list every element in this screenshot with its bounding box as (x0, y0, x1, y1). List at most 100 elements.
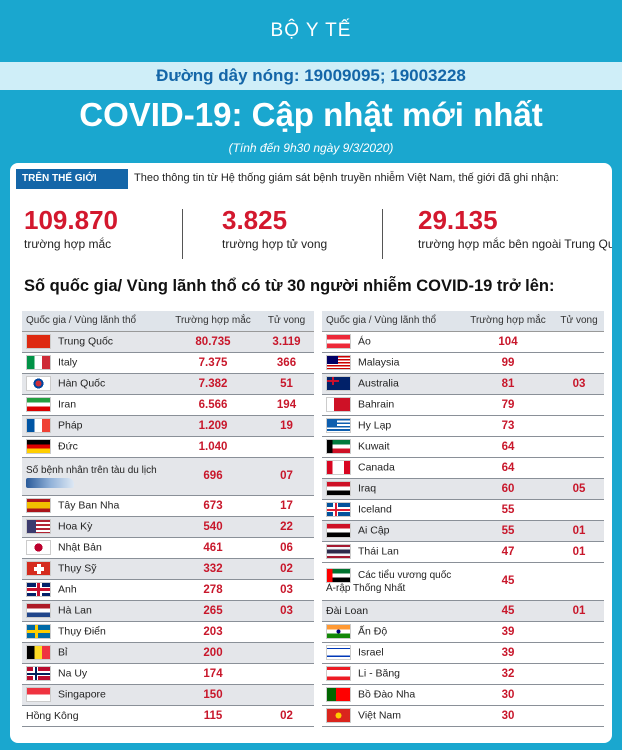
table-row: Canada 64 (322, 457, 604, 479)
deaths-cell: 51 (259, 373, 314, 395)
belgium-flag-icon (26, 645, 51, 660)
switzerland-flag-icon (26, 561, 51, 576)
country-name: Áo (358, 335, 371, 348)
country-table-right: Quốc gia / Vùng lãnh thổ Trường hợp mắc … (322, 311, 604, 727)
egypt-flag-icon (326, 523, 351, 538)
deaths-cell: 03 (259, 600, 314, 622)
table-row: Bồ Đào Nha 30 (322, 684, 604, 706)
china-flag-icon (26, 334, 51, 349)
israel-flag-icon (326, 645, 351, 660)
deaths-cell (554, 705, 604, 727)
country-name: Việt Nam (358, 709, 401, 722)
country-cell: Đài Loan (322, 600, 462, 622)
deaths-cell: 22 (259, 516, 314, 538)
singapore-flag-icon (26, 687, 51, 702)
vietnam-flag-icon (326, 708, 351, 723)
page-title: COVID-19: Cập nhật mới nhất (79, 96, 543, 133)
country-name: Iraq (358, 482, 377, 495)
deaths-cell (259, 642, 314, 664)
country-cell: Số bệnh nhân trên tàu du lịch (22, 457, 167, 496)
cases-cell: 540 (167, 516, 259, 538)
cases-cell: 30 (462, 684, 554, 706)
country-cell: Malaysia (322, 352, 462, 374)
table-row: Hà Lan 265 03 (22, 600, 314, 622)
country-name: Australia (358, 377, 399, 390)
table-row: Tây Ban Nha 673 17 (22, 495, 314, 517)
country-cell: Hàn Quốc (22, 373, 167, 395)
deaths-cell (259, 436, 314, 458)
table-header-row: Quốc gia / Vùng lãnh thổ Trường hợp mắc … (322, 311, 604, 332)
deaths-cell (554, 331, 604, 353)
cases-cell: 265 (167, 600, 259, 622)
cases-cell: 7.375 (167, 352, 259, 374)
table-row: Hy Lạp 73 (322, 415, 604, 437)
france-flag-icon (26, 418, 51, 433)
country-name: Canada (358, 461, 395, 474)
cases-cell: 278 (167, 579, 259, 601)
country-cell: Áo (322, 331, 462, 353)
stat-label: trường hợp tử vong (222, 237, 328, 251)
table-row: Li - Băng 32 (322, 663, 604, 685)
table-row: Thái Lan 47 01 (322, 541, 604, 563)
cases-cell: 7.382 (167, 373, 259, 395)
table-row: Italy 7.375 366 (22, 352, 314, 374)
deaths-cell: 02 (259, 705, 314, 727)
cases-cell: 80.735 (167, 331, 259, 353)
world-section-note: Theo thông tin từ Hệ thống giám sát bệnh… (134, 172, 559, 184)
country-name: Hồng Kông (26, 709, 79, 722)
cases-cell: 150 (167, 684, 259, 706)
cases-cell: 104 (462, 331, 554, 353)
table-header-row: Quốc gia / Vùng lãnh thổ Trường hợp mắc … (22, 311, 314, 332)
deaths-cell (554, 415, 604, 437)
cases-cell: 1.040 (167, 436, 259, 458)
cases-cell: 60 (462, 478, 554, 500)
cases-cell: 673 (167, 495, 259, 517)
deaths-cell: 366 (259, 352, 314, 374)
country-cell: Bồ Đào Nha (322, 684, 462, 706)
sweden-flag-icon (26, 624, 51, 639)
country-cell: Italy (22, 352, 167, 374)
country-cell: Li - Băng (322, 663, 462, 685)
column-header-cases: Trường hợp mắc (167, 311, 259, 332)
cases-cell: 6.566 (167, 394, 259, 416)
cases-cell: 30 (462, 705, 554, 727)
stat-cases-outside-china: 29.135 trường hợp mắc bên ngoài Trung Qu… (418, 205, 612, 251)
country-name: Đài Loan (326, 604, 369, 617)
deaths-cell: 07 (259, 457, 314, 496)
country-name: Hoa Kỳ (58, 520, 93, 533)
table-row: Bỉ 200 (22, 642, 314, 664)
table-row: Iran 6.566 194 (22, 394, 314, 416)
hotline-banner: Đường dây nóng: 19009095; 19003228 (0, 62, 622, 90)
country-name: Ai Cập (358, 524, 390, 537)
table-row: Israel 39 (322, 642, 604, 664)
deaths-cell (554, 684, 604, 706)
country-cell: Tây Ban Nha (22, 495, 167, 517)
deaths-cell (554, 394, 604, 416)
country-table-left: Quốc gia / Vùng lãnh thổ Trường hợp mắc … (22, 311, 314, 727)
stat-total-deaths: 3.825 trường hợp tử vong (222, 205, 327, 251)
table-row: Na Uy 174 (22, 663, 314, 685)
canada-flag-icon (326, 460, 351, 475)
table-row: Trung Quốc 80.735 3.119 (22, 331, 314, 353)
country-cell: Anh (22, 579, 167, 601)
thailand-flag-icon (326, 544, 351, 559)
country-cell: Nhật Bản (22, 537, 167, 559)
cases-cell: 64 (462, 457, 554, 479)
cases-cell: 45 (462, 562, 554, 601)
deaths-cell: 19 (259, 415, 314, 437)
country-name: Nhật Bản (58, 541, 102, 554)
country-cell: Hồng Kông (22, 705, 167, 727)
country-name: Số bệnh nhân trên tàu du lịch (26, 464, 157, 476)
column-header-country: Quốc gia / Vùng lãnh thổ (22, 311, 167, 332)
deaths-cell (554, 457, 604, 479)
country-name: Li - Băng (358, 667, 401, 680)
deaths-cell: 05 (554, 478, 604, 500)
deaths-cell (554, 621, 604, 643)
country-cell: Thụy Sỹ (22, 558, 167, 580)
country-cell: Các tiểu vương quốc Ả-rập Thống Nhất (322, 562, 462, 601)
cases-cell: 203 (167, 621, 259, 643)
country-cell: Iraq (322, 478, 462, 500)
table-row: Hàn Quốc 7.382 51 (22, 373, 314, 395)
austria-flag-icon (326, 334, 351, 349)
country-name: Trung Quốc (58, 335, 114, 348)
